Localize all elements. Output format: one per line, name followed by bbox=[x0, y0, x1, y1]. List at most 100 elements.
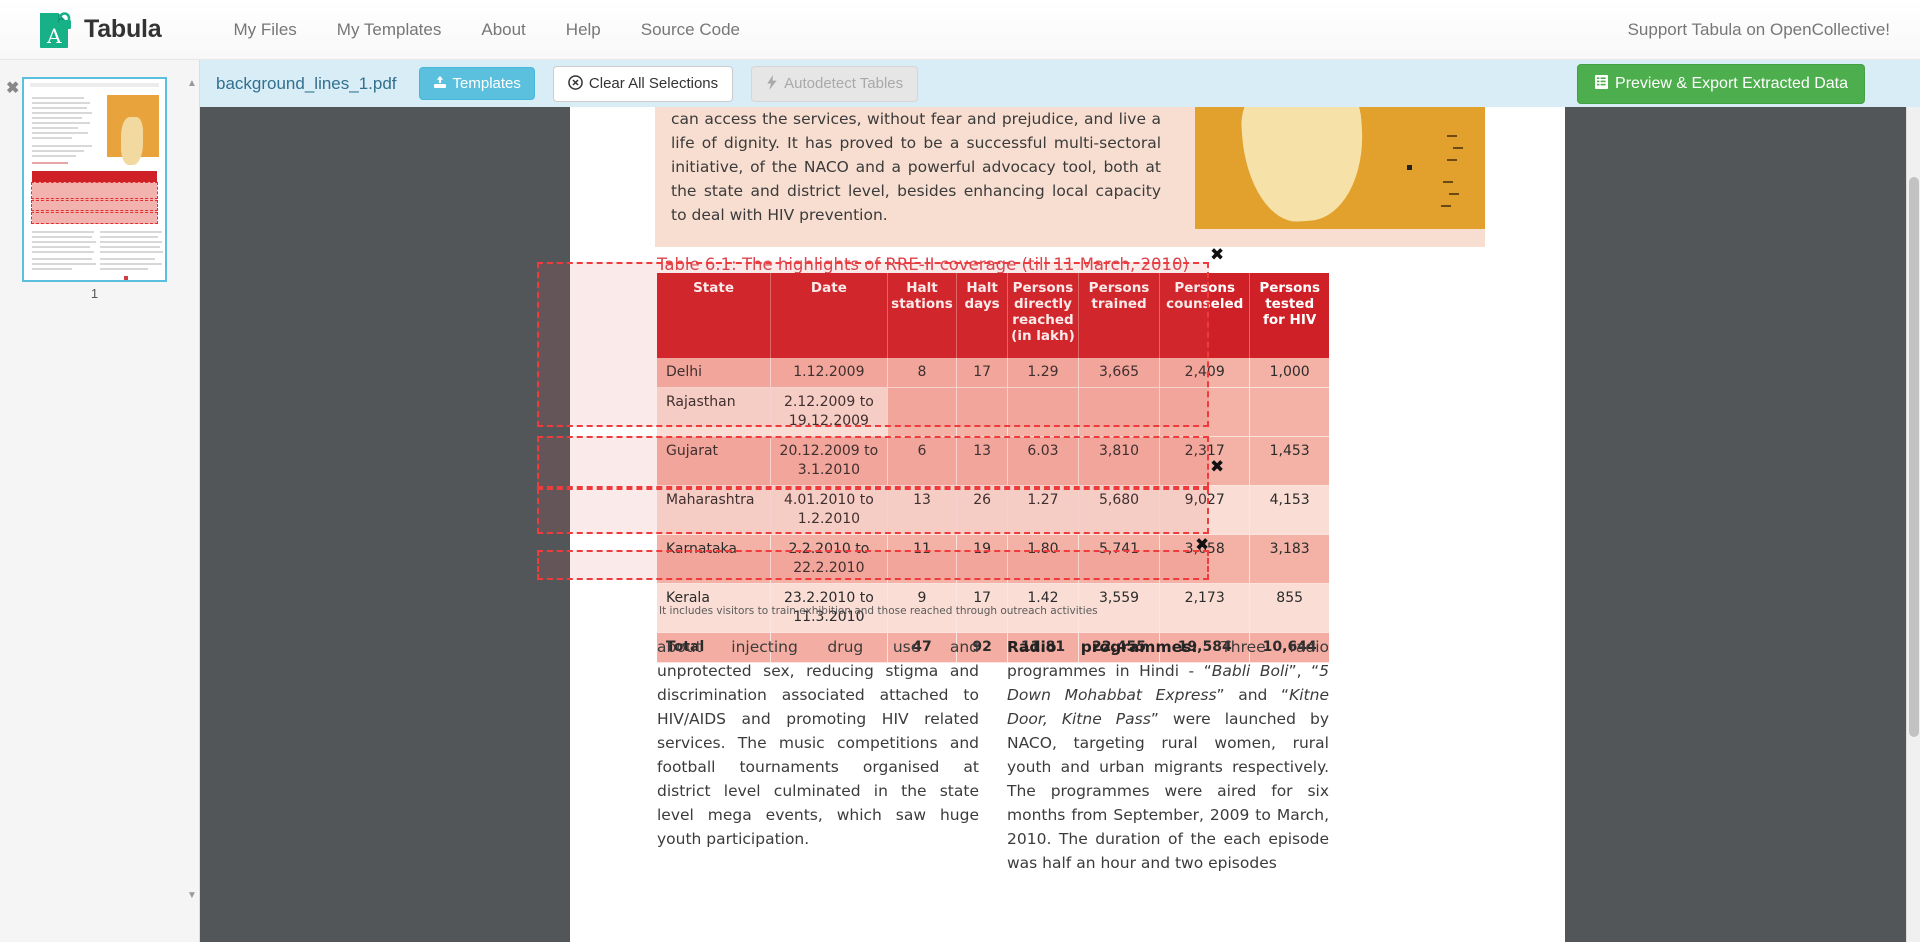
cell-trained bbox=[1078, 387, 1161, 437]
radio-text-2: ”, “ bbox=[1288, 662, 1320, 680]
file-name-label: background_lines_1.pdf bbox=[216, 73, 397, 93]
cell-counseled: 2,317 bbox=[1159, 436, 1251, 486]
col-header-tested: Persons tested for HIV bbox=[1249, 273, 1329, 358]
cell-counseled: 3,658 bbox=[1159, 534, 1251, 584]
thumb-banner-image bbox=[107, 95, 159, 165]
cell-state: Rajasthan bbox=[657, 387, 772, 437]
cell-reached: 11.81 bbox=[1007, 632, 1079, 663]
list-document-icon bbox=[1594, 74, 1609, 94]
col-header-trained: Persons trained bbox=[1078, 273, 1161, 358]
selection-3[interactable] bbox=[537, 488, 1209, 534]
cell-tested bbox=[1249, 387, 1329, 437]
banner-paragraph: can access the services, without fear an… bbox=[671, 110, 1161, 224]
cell-days: 17 bbox=[956, 583, 1008, 633]
col-header-reached: Persons directly reached (in lakh) bbox=[1007, 273, 1079, 358]
pdf-lock-icon: A bbox=[38, 10, 72, 50]
close-icon[interactable]: ✖ bbox=[6, 80, 20, 97]
radio-text-4: ” were launched by NACO, targeting rural… bbox=[1007, 710, 1329, 872]
cell-counseled bbox=[1159, 387, 1251, 437]
cell-date: 4.01.2010 to 1.2.2010 bbox=[770, 485, 888, 535]
table-row: Karnataka 2.2.2010 to 22.2.2010 11 19 1.… bbox=[657, 534, 1329, 584]
cell-state: Karnataka bbox=[657, 534, 772, 584]
cell-trained: 3,559 bbox=[1078, 583, 1161, 633]
selection-2-close-icon[interactable]: ✖ bbox=[1210, 457, 1225, 477]
table-footnote: It includes visitors to train exhibition… bbox=[659, 605, 1098, 617]
radio-title-2: 5 Down Mohabbat Express bbox=[1007, 662, 1329, 704]
cell-tested: 10,644 bbox=[1249, 632, 1329, 663]
cell-state: Maharashtra bbox=[657, 485, 772, 535]
radio-title-3: Kitne Door, Kitne Pass bbox=[1007, 686, 1329, 728]
cell-days: 92 bbox=[956, 632, 1008, 663]
selection-4[interactable] bbox=[537, 550, 1209, 580]
map-tick-4 bbox=[1443, 181, 1453, 183]
pdf-viewer[interactable]: can access the services, without fear an… bbox=[200, 107, 1920, 942]
brand-home-link[interactable]: A Tabula bbox=[38, 10, 162, 50]
circle-x-icon bbox=[568, 74, 583, 93]
map-tick-5 bbox=[1449, 193, 1459, 195]
nav-my-templates[interactable]: My Templates bbox=[336, 19, 442, 39]
page-thumbnail-wrapper: 1 bbox=[22, 77, 167, 301]
col-header-halt-stations: Halt stations bbox=[887, 273, 958, 358]
map-tick-2 bbox=[1453, 147, 1463, 149]
cell-date bbox=[770, 632, 888, 663]
brand-name: Tabula bbox=[84, 15, 162, 43]
selection-1-close-icon[interactable]: ✖ bbox=[1210, 245, 1225, 265]
selection-2[interactable] bbox=[537, 436, 1209, 488]
radio-title-1: Babli Boli bbox=[1211, 662, 1289, 680]
cell-trained: 5,741 bbox=[1078, 534, 1161, 584]
templates-button[interactable]: Templates bbox=[418, 67, 535, 100]
autodetect-tables-label: Autodetect Tables bbox=[784, 75, 904, 92]
preview-export-button[interactable]: Preview & Export Extracted Data bbox=[1577, 63, 1865, 104]
preview-export-label: Preview & Export Extracted Data bbox=[1615, 74, 1848, 92]
cell-tested: 855 bbox=[1249, 583, 1329, 633]
cell-state: Total bbox=[657, 632, 772, 663]
svg-text:A: A bbox=[46, 24, 62, 48]
cell-trained: 5,680 bbox=[1078, 485, 1161, 535]
autodetect-tables-button[interactable]: Autodetect Tables bbox=[751, 65, 919, 102]
cell-counseled: 2,409 bbox=[1159, 358, 1251, 388]
pdf-table-head: State Date Halt stations Halt days Perso… bbox=[657, 273, 1329, 358]
pdf-table-body: Delhi 1.12.2009 8 17 1.29 3,665 2,409 1,… bbox=[657, 358, 1329, 663]
cell-trained: 22,455 bbox=[1078, 632, 1161, 663]
selection-1[interactable] bbox=[537, 262, 1209, 427]
table-row: Gujarat 20.12.2009 to 3.1.2010 6 13 6.03… bbox=[657, 436, 1329, 486]
cell-state: Gujarat bbox=[657, 436, 772, 486]
banner-map-image bbox=[1195, 107, 1485, 229]
cell-date: 2.2.2010 to 22.2.2010 bbox=[770, 534, 888, 584]
col-header-counseled: Persons counseled bbox=[1159, 273, 1251, 358]
cell-halt: 47 bbox=[887, 632, 958, 663]
cell-days: 17 bbox=[956, 358, 1008, 388]
body-columns: about injecting drug use and unprotected… bbox=[657, 635, 1329, 875]
viewer-scrollbar-thumb[interactable] bbox=[1909, 177, 1919, 737]
map-tick-6 bbox=[1441, 205, 1451, 207]
cell-days: 19 bbox=[956, 534, 1008, 584]
india-map-shape bbox=[1237, 107, 1369, 226]
nav-help[interactable]: Help bbox=[565, 19, 601, 39]
pdf-page-1: can access the services, without fear an… bbox=[570, 107, 1565, 942]
viewer-scrollbar[interactable] bbox=[1906, 107, 1920, 942]
thumb-header-band bbox=[30, 83, 159, 87]
pdf-data-table: State Date Halt stations Halt days Perso… bbox=[657, 273, 1329, 663]
cell-date: 23.2.2010 to 11.3.2010 bbox=[770, 583, 888, 633]
templates-button-label: Templates bbox=[452, 75, 521, 92]
support-opencollective-link[interactable]: Support Tabula on OpenCollective! bbox=[1627, 19, 1890, 39]
table-row: Rajasthan 2.12.2009 to 19.12.2009 bbox=[657, 387, 1329, 437]
cell-reached: 1.42 bbox=[1007, 583, 1079, 633]
cell-tested: 1,453 bbox=[1249, 436, 1329, 486]
table-row-total: Total 47 92 11.81 22,455 19,584 10,644 bbox=[657, 632, 1329, 663]
lightning-bolt-icon bbox=[766, 74, 778, 93]
thumb-selection-2 bbox=[31, 200, 158, 211]
sidebar-scroll-up-arrow[interactable]: ▲ bbox=[187, 78, 197, 89]
nav-my-files[interactable]: My Files bbox=[233, 19, 297, 39]
clear-all-selections-button[interactable]: Clear All Selections bbox=[552, 65, 734, 102]
cell-date: 1.12.2009 bbox=[770, 358, 888, 388]
cell-reached: 1.80 bbox=[1007, 534, 1079, 584]
nav-about[interactable]: About bbox=[481, 19, 526, 39]
page-thumbnail-1[interactable] bbox=[22, 77, 167, 282]
nav-source-code[interactable]: Source Code bbox=[640, 19, 740, 39]
pdf-table-header-row: State Date Halt stations Halt days Perso… bbox=[657, 273, 1329, 358]
selection-3-close-icon[interactable]: ✖ bbox=[1195, 535, 1210, 555]
table-row: Kerala 23.2.2010 to 11.3.2010 9 17 1.42 … bbox=[657, 583, 1329, 633]
thumb-selection-3 bbox=[31, 212, 158, 224]
sidebar-scroll-down-arrow[interactable]: ▼ bbox=[187, 890, 197, 901]
